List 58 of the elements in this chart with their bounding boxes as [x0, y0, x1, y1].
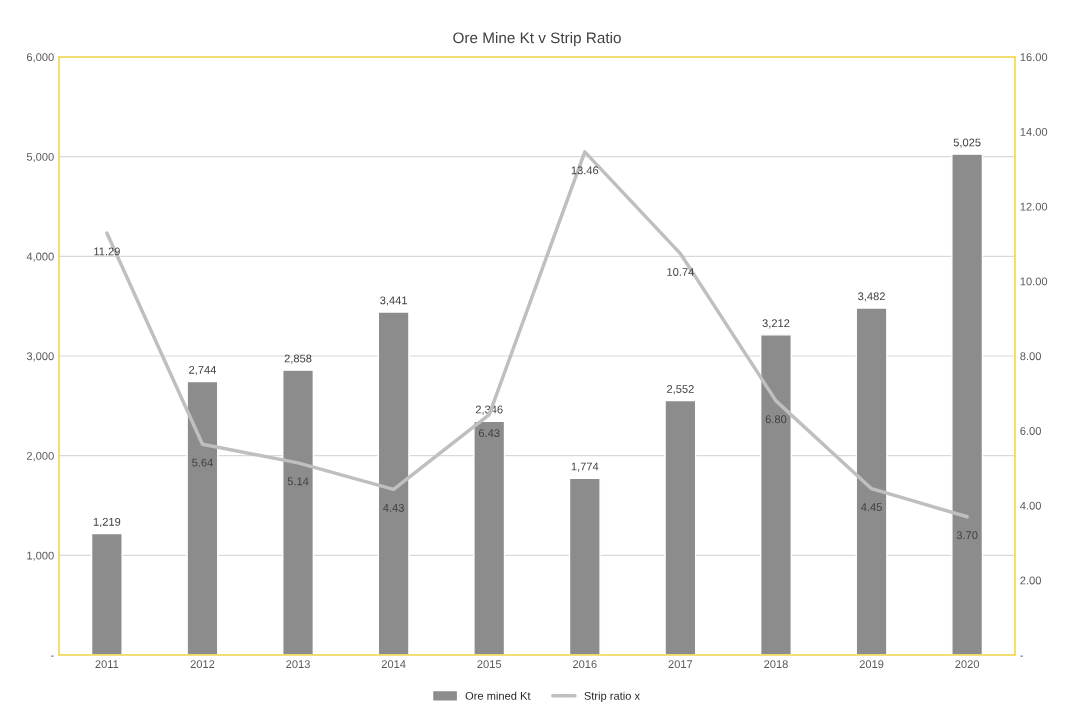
y-tick-label: 5,000	[26, 152, 54, 163]
x-tick-label: 2017	[668, 660, 693, 669]
bar	[855, 307, 888, 656]
data-label: 3.70	[956, 531, 978, 540]
data-label: 3,441	[380, 296, 407, 306]
y2-tick-label: 14.00	[1020, 127, 1048, 136]
bar	[568, 477, 601, 656]
legend-label: Ore mined Kt	[465, 691, 531, 700]
y2-tick-label: 8.00	[1020, 352, 1041, 361]
data-label: 6.43	[478, 429, 500, 438]
y-tick-label: -	[51, 655, 54, 657]
y2-tick-label: 12.00	[1020, 202, 1048, 211]
data-label: 5.64	[192, 458, 213, 467]
data-label: 1,774	[571, 462, 599, 472]
bar	[759, 334, 792, 656]
x-tick-label: 2018	[764, 660, 788, 669]
data-label: 13.46	[571, 166, 599, 175]
x-tick-label: 2012	[190, 660, 215, 669]
x-tick-label: 2014	[381, 660, 406, 669]
bar	[90, 532, 123, 656]
chart-title: Ore Mine Kt v Strip Ratio	[453, 32, 621, 47]
bar	[186, 380, 219, 656]
y2-tick-label: 10.00	[1020, 277, 1048, 286]
y-tick-label: 6,000	[26, 53, 54, 63]
x-tick-label: 2019	[859, 660, 884, 669]
x-tick-label: 2013	[286, 660, 310, 669]
y2-tick-label: 6.00	[1020, 427, 1041, 435]
data-label: 3,212	[762, 319, 790, 329]
y-tick-label: 1,000	[27, 551, 54, 561]
bar	[473, 420, 506, 656]
y2-tick-label: -	[1020, 655, 1023, 657]
data-label: 4.45	[860, 503, 882, 512]
data-label: 5,025	[953, 138, 981, 148]
x-tick-label: 2016	[572, 660, 597, 669]
data-label: 2,552	[667, 385, 694, 395]
x-tick-label: 2011	[95, 660, 119, 669]
bar	[951, 153, 984, 656]
y-tick-label: 4,000	[26, 252, 54, 262]
data-label: 3,482	[858, 292, 885, 302]
bar	[377, 311, 410, 656]
y-tick-label: 2,000	[26, 451, 54, 462]
bar	[282, 369, 315, 656]
data-label: 2,744	[189, 365, 217, 376]
data-label: 5.14	[287, 477, 309, 486]
data-label: 4.43	[383, 503, 404, 512]
data-label: 10.74	[667, 268, 694, 276]
y2-tick-label: 2.00	[1020, 576, 1041, 585]
y2-tick-label: 4.00	[1020, 501, 1041, 510]
data-label: 6.80	[765, 415, 787, 424]
legend-label: Strip ratio x	[584, 691, 640, 702]
data-label: 1,219	[93, 517, 121, 528]
x-tick-label: 2015	[477, 660, 502, 669]
bar	[664, 399, 697, 656]
x-tick-label: 2020	[955, 660, 980, 669]
data-label: 11.29	[94, 247, 120, 256]
data-label: 2,858	[284, 354, 312, 364]
y2-tick-label: 16.00	[1020, 53, 1048, 62]
y-tick-label: 3,000	[26, 352, 54, 362]
